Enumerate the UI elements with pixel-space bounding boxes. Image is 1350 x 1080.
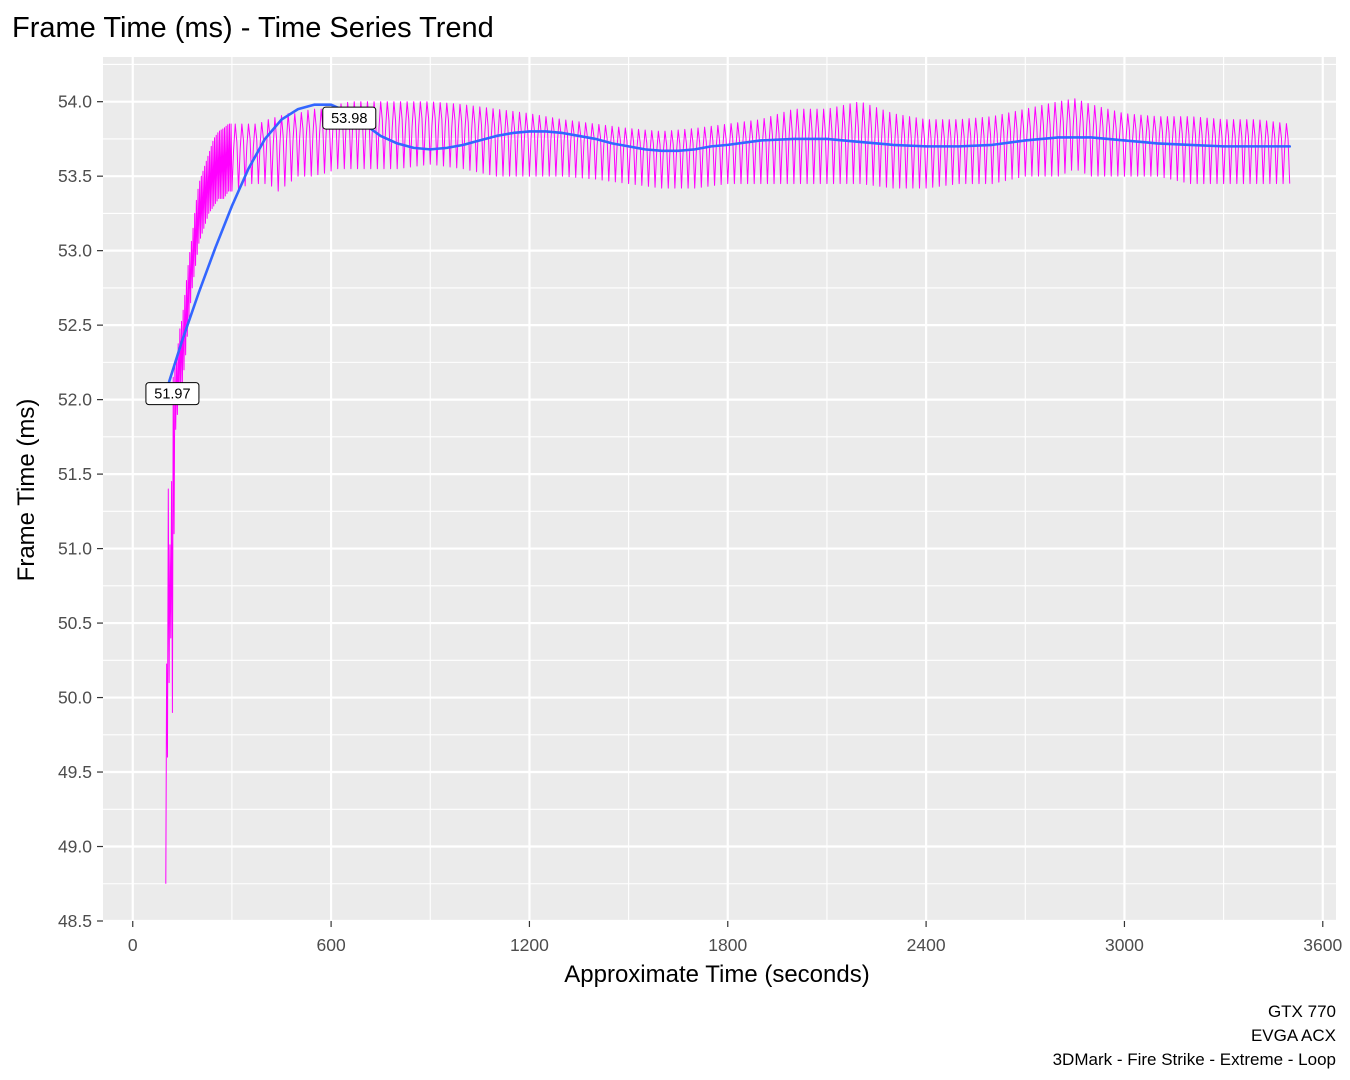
x-tick-label: 0 [128,935,138,955]
y-tick-label: 50.5 [58,613,92,633]
y-tick-label: 52.5 [58,315,92,335]
y-tick-label: 51.0 [58,539,92,559]
trend-smooth-line [167,103,1292,384]
annotation-layer: 51.97 53.98 [145,106,377,406]
annotation-label: 51.97 [145,382,200,406]
x-tick-label: 1200 [510,935,549,955]
x-tick-label: 600 [316,935,345,955]
y-tick-label: 51.5 [58,464,92,484]
axis-layer: 0 600 1200 1800 2400 3000 3600 48.5 49.0 49.5 50.0… [58,92,1343,955]
x-tick-label: 3600 [1303,935,1342,955]
y-axis-title: Frame Time (ms) [13,399,40,582]
annotation-text: 53.98 [331,111,367,127]
x-tick-label: 1800 [708,935,747,955]
plot-panel [103,57,1336,921]
y-tick-label: 54.0 [58,92,92,112]
chart-title: Frame Time (ms) - Time Series Trend [12,12,494,44]
y-tick-label: 52.0 [58,390,92,410]
y-tick-label: 50.0 [58,688,92,708]
y-tick-label: 49.5 [58,762,92,782]
y-tick-label: 53.5 [58,166,92,186]
caption: GTX 770 EVGA ACX 3DMark - Fire Strike - Ex… [1053,1002,1336,1069]
y-tick-label: 53.0 [58,241,92,261]
annotation-text: 51.97 [154,387,190,403]
annotation-box [145,382,200,406]
series-layer [165,98,1292,884]
x-axis-title: Approximate Time (seconds) [564,961,869,988]
annotation-box [322,106,377,130]
y-tick-label: 48.5 [58,911,92,931]
major-gridlines [103,57,1336,923]
frame-time-series-line [165,98,1291,884]
caption-line: EVGA ACX [1251,1026,1336,1045]
caption-line: 3DMark - Fire Strike - Extreme - Loop [1053,1050,1336,1069]
x-tick-label: 3000 [1105,935,1144,955]
x-tick-label: 2400 [907,935,946,955]
y-tick-label: 49.0 [58,837,92,857]
annotation-label: 53.98 [322,106,377,130]
caption-line: GTX 770 [1268,1002,1336,1021]
